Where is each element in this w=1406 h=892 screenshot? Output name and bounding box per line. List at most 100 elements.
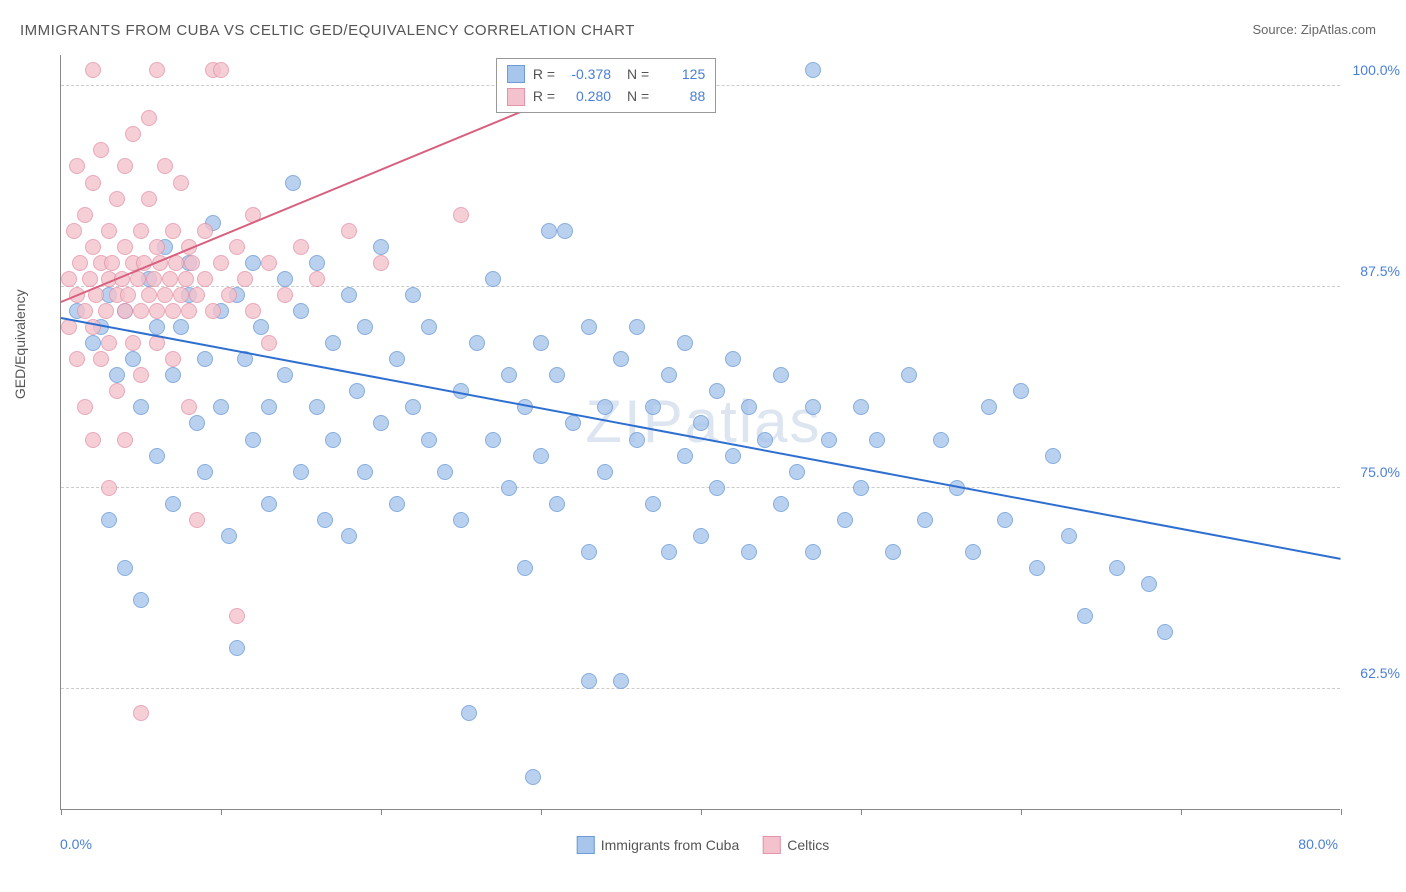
scatter-point xyxy=(517,560,533,576)
scatter-point xyxy=(162,271,178,287)
n-label: N = xyxy=(627,63,649,85)
scatter-point xyxy=(741,544,757,560)
scatter-point xyxy=(181,303,197,319)
scatter-point xyxy=(1141,576,1157,592)
scatter-point xyxy=(725,448,741,464)
scatter-point xyxy=(197,464,213,480)
scatter-point xyxy=(261,496,277,512)
scatter-point xyxy=(133,399,149,415)
scatter-point xyxy=(629,432,645,448)
scatter-point xyxy=(325,432,341,448)
legend-bottom: Immigrants from Cuba Celtics xyxy=(577,836,830,854)
scatter-point xyxy=(157,158,173,174)
scatter-point xyxy=(205,303,221,319)
scatter-point xyxy=(341,528,357,544)
scatter-point xyxy=(66,223,82,239)
n-value: 88 xyxy=(657,85,705,107)
scatter-point xyxy=(133,592,149,608)
scatter-point xyxy=(237,271,253,287)
scatter-point xyxy=(309,399,325,415)
legend-stats-row: R =0.280N =88 xyxy=(507,85,705,107)
source-label: Source: xyxy=(1252,22,1300,37)
scatter-point xyxy=(125,126,141,142)
scatter-point xyxy=(213,399,229,415)
scatter-point xyxy=(501,480,517,496)
scatter-point xyxy=(1013,383,1029,399)
scatter-point xyxy=(277,287,293,303)
source-name: ZipAtlas.com xyxy=(1301,22,1376,37)
scatter-point xyxy=(773,496,789,512)
scatter-point xyxy=(821,432,837,448)
scatter-point xyxy=(101,512,117,528)
scatter-point xyxy=(141,110,157,126)
legend-label: Celtics xyxy=(787,837,829,853)
x-tick xyxy=(861,809,862,815)
scatter-point xyxy=(133,303,149,319)
scatter-point xyxy=(725,351,741,367)
scatter-point xyxy=(357,319,373,335)
r-label: R = xyxy=(533,85,555,107)
scatter-point xyxy=(61,271,77,287)
scatter-point xyxy=(173,175,189,191)
scatter-point xyxy=(149,303,165,319)
y-tick-label: 100.0% xyxy=(1353,62,1400,78)
scatter-point xyxy=(197,351,213,367)
gridline xyxy=(61,487,1340,488)
scatter-point xyxy=(157,287,173,303)
scatter-point xyxy=(373,255,389,271)
scatter-point xyxy=(901,367,917,383)
scatter-point xyxy=(645,496,661,512)
gridline xyxy=(61,688,1340,689)
scatter-point xyxy=(85,175,101,191)
scatter-point xyxy=(485,271,501,287)
x-tick xyxy=(1021,809,1022,815)
scatter-point xyxy=(109,383,125,399)
scatter-point xyxy=(501,367,517,383)
gridline xyxy=(61,286,1340,287)
scatter-point xyxy=(261,335,277,351)
scatter-point xyxy=(85,239,101,255)
scatter-point xyxy=(133,367,149,383)
scatter-point xyxy=(373,239,389,255)
scatter-point xyxy=(184,255,200,271)
scatter-point xyxy=(557,223,573,239)
scatter-point xyxy=(541,223,557,239)
scatter-point xyxy=(245,303,261,319)
scatter-point xyxy=(93,351,109,367)
scatter-point xyxy=(125,351,141,367)
scatter-point xyxy=(437,464,453,480)
scatter-point xyxy=(173,319,189,335)
scatter-point xyxy=(933,432,949,448)
scatter-point xyxy=(165,367,181,383)
scatter-point xyxy=(469,335,485,351)
scatter-point xyxy=(581,319,597,335)
scatter-point xyxy=(981,399,997,415)
scatter-point xyxy=(69,158,85,174)
scatter-point xyxy=(549,367,565,383)
scatter-point xyxy=(869,432,885,448)
scatter-point xyxy=(357,464,373,480)
x-axis-max-label: 80.0% xyxy=(1298,836,1338,852)
scatter-point xyxy=(117,303,133,319)
scatter-point xyxy=(82,271,98,287)
scatter-point xyxy=(661,367,677,383)
scatter-point xyxy=(213,255,229,271)
y-axis-title: GED/Equivalency xyxy=(12,289,28,399)
scatter-point xyxy=(85,432,101,448)
scatter-point xyxy=(120,287,136,303)
scatter-point xyxy=(165,303,181,319)
scatter-point xyxy=(581,673,597,689)
scatter-point xyxy=(104,255,120,271)
scatter-point xyxy=(853,399,869,415)
scatter-point xyxy=(133,705,149,721)
scatter-point xyxy=(85,62,101,78)
scatter-point xyxy=(853,480,869,496)
scatter-point xyxy=(789,464,805,480)
scatter-point xyxy=(149,448,165,464)
scatter-point xyxy=(165,223,181,239)
scatter-point xyxy=(125,335,141,351)
scatter-point xyxy=(317,512,333,528)
scatter-point xyxy=(189,415,205,431)
scatter-point xyxy=(421,432,437,448)
scatter-point xyxy=(533,448,549,464)
